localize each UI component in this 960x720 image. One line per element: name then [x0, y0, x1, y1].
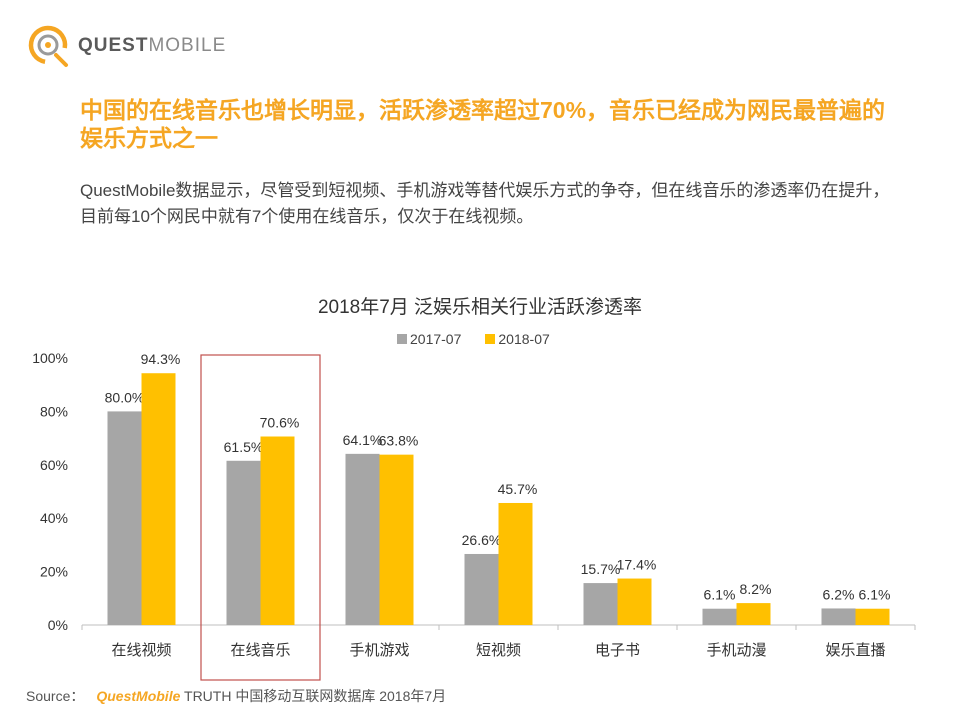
x-tick-label: 手机游戏	[349, 641, 409, 659]
y-tick-label: 20%	[40, 564, 68, 580]
logo: QUESTMOBILE	[26, 24, 226, 68]
data-label: 94.3%	[141, 351, 181, 367]
data-label: 61.5%	[224, 439, 264, 455]
bar-2017-07	[464, 553, 499, 625]
data-label: 80.0%	[105, 389, 145, 405]
x-tick-label: 在线视频	[111, 641, 171, 659]
questmobile-logo-icon	[28, 25, 68, 67]
y-tick-label: 100%	[32, 350, 68, 366]
x-tick-label: 娱乐直播	[825, 641, 885, 659]
x-tick-label: 短视频	[476, 641, 521, 659]
x-tick-label: 在线音乐	[230, 641, 290, 659]
y-tick-label: 0%	[48, 617, 68, 633]
source-text: TRUTH 中国移动互联网数据库 2018年7月	[184, 688, 447, 704]
bar-2018-07	[260, 436, 295, 625]
data-label: 6.1%	[704, 587, 736, 603]
data-label: 17.4%	[617, 557, 657, 573]
y-tick-label: 80%	[40, 403, 68, 419]
logo-brand-bold: QUEST	[78, 35, 149, 56]
data-label: 26.6%	[462, 532, 502, 548]
bar-2018-07	[379, 454, 414, 625]
bar-2018-07	[736, 603, 771, 625]
y-tick-label: 60%	[40, 457, 68, 473]
legend-label-2017: 2017-07	[410, 331, 462, 347]
page-headline: 中国的在线音乐也增长明显，活跃渗透率超过70%，音乐已经成为网民最普遍的娱乐方式…	[80, 97, 886, 151]
source-brand: QuestMobile	[96, 688, 181, 704]
data-label: 63.8%	[379, 433, 419, 449]
data-label: 70.6%	[260, 414, 300, 430]
page-summary: QuestMobile数据显示，尽管受到短视频、手机游戏等替代娱乐方式的争夺，但…	[80, 181, 890, 226]
bar-2017-07	[226, 460, 261, 625]
data-label: 6.2%	[823, 586, 855, 602]
bar-2018-07	[141, 373, 176, 625]
source-label: Source：	[26, 688, 85, 704]
legend-item-2018: 2018-07	[485, 331, 550, 347]
legend-swatch-2017	[397, 334, 407, 344]
bar-2018-07	[617, 578, 652, 625]
bar-2017-07	[107, 411, 142, 625]
logo-text: QUESTMOBILE	[78, 35, 226, 57]
legend-label-2018: 2018-07	[498, 331, 550, 347]
data-label: 6.1%	[859, 587, 891, 603]
legend-item-2017: 2017-07	[397, 331, 461, 347]
data-label: 64.1%	[343, 432, 383, 448]
bar-2018-07	[855, 608, 890, 625]
legend-swatch-2018	[485, 334, 496, 344]
bar-2017-07	[702, 608, 737, 625]
data-label: 15.7%	[581, 561, 621, 577]
bar-2018-07	[498, 502, 533, 625]
source-line: Source： QuestMobile TRUTH 中国移动互联网数据库 2018…	[26, 686, 446, 706]
x-tick-label: 手机动漫	[706, 641, 766, 659]
chart-legend: 2017-07 2018-07	[397, 329, 574, 349]
logo-brand-light: MOBILE	[148, 35, 227, 56]
bar-2017-07	[345, 453, 380, 625]
x-tick-label: 电子书	[595, 641, 640, 659]
bar-2017-07	[583, 583, 618, 625]
data-label: 45.7%	[498, 481, 538, 497]
chart-title: 2018年7月 泛娱乐相关行业活跃渗透率	[317, 297, 643, 318]
bar-2017-07	[821, 608, 856, 625]
highlight-box	[200, 354, 321, 681]
data-label: 8.2%	[740, 581, 772, 597]
y-tick-label: 40%	[40, 510, 68, 526]
